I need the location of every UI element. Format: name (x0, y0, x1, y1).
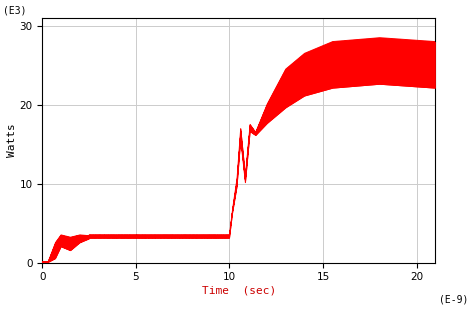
Y-axis label: Watts: Watts (7, 123, 17, 157)
Text: (E-9): (E-9) (439, 294, 469, 304)
X-axis label: Time  (sec): Time (sec) (202, 285, 276, 295)
Text: (E3): (E3) (3, 6, 27, 15)
